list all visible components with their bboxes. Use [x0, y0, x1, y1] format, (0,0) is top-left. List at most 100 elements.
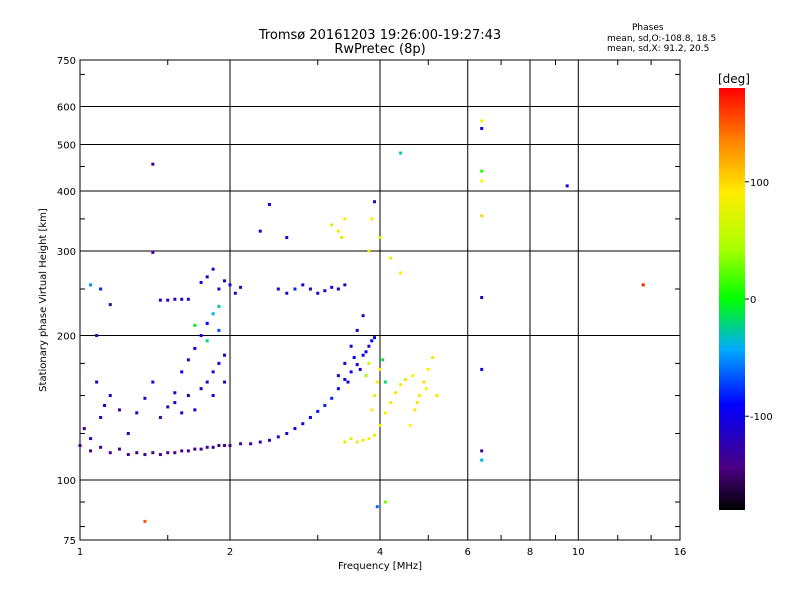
data-point: [370, 408, 374, 412]
data-point: [389, 401, 393, 405]
data-point: [99, 287, 103, 291]
data-point: [367, 344, 371, 348]
data-point: [367, 361, 371, 365]
data-point: [82, 427, 86, 431]
data-point: [217, 287, 221, 291]
data-point: [199, 447, 203, 451]
data-point: [276, 435, 280, 439]
data-point: [239, 442, 243, 446]
data-point: [205, 275, 209, 279]
data-point: [199, 387, 203, 391]
data-point: [399, 383, 403, 387]
data-point: [199, 280, 203, 284]
y-tick-label: 300: [57, 247, 76, 258]
data-point: [293, 287, 297, 291]
data-point: [108, 451, 112, 455]
data-point: [370, 339, 374, 343]
data-point: [480, 179, 484, 183]
data-point: [193, 346, 197, 350]
data-point: [258, 440, 262, 444]
data-point: [431, 355, 435, 359]
colorbar: [719, 88, 745, 510]
colorbar-tick-label: 100: [750, 178, 769, 189]
data-point: [378, 423, 382, 427]
data-point: [426, 367, 430, 371]
data-point: [355, 440, 359, 444]
data-point: [399, 151, 403, 155]
data-point: [424, 387, 428, 391]
data-point: [95, 380, 99, 384]
x-tick-label: 16: [674, 547, 687, 558]
data-point: [422, 380, 426, 384]
data-point: [330, 285, 334, 289]
data-point: [151, 162, 155, 166]
data-point: [180, 297, 184, 301]
data-point: [323, 289, 327, 293]
data-point: [435, 394, 439, 398]
data-point: [108, 394, 112, 398]
data-point: [308, 415, 312, 419]
data-point: [343, 440, 347, 444]
data-point: [223, 279, 227, 283]
data-point: [336, 287, 340, 291]
data-point: [186, 358, 190, 362]
y-tick-label: 600: [57, 103, 76, 114]
data-point: [480, 119, 484, 123]
data-point: [346, 380, 350, 384]
y-tick-label: 750: [57, 56, 76, 67]
data-point: [205, 445, 209, 449]
data-point: [480, 367, 484, 371]
data-point: [285, 236, 289, 240]
data-point: [108, 303, 112, 307]
data-point: [480, 296, 484, 300]
data-point: [228, 283, 232, 287]
data-point: [186, 297, 190, 301]
data-point: [364, 350, 368, 354]
data-point: [158, 415, 162, 419]
data-point: [330, 223, 334, 227]
grid-lines: [79, 60, 681, 540]
data-point: [399, 271, 403, 275]
data-point: [205, 321, 209, 325]
x-tick-label: 2: [227, 547, 233, 558]
data-point: [151, 380, 155, 384]
data-point: [378, 236, 382, 240]
data-point: [343, 217, 347, 221]
data-point: [223, 353, 227, 357]
data-point: [355, 328, 359, 332]
data-point: [249, 442, 253, 446]
data-point: [180, 449, 184, 453]
data-point: [173, 401, 177, 405]
data-point: [166, 405, 170, 409]
data-point: [361, 314, 365, 318]
stats-title: Phases: [632, 23, 664, 33]
data-point: [361, 438, 365, 442]
data-point: [480, 449, 484, 453]
data-point: [316, 409, 320, 413]
data-point: [193, 408, 197, 412]
data-point: [408, 423, 412, 427]
data-point: [403, 377, 407, 381]
x-tick-label: 6: [465, 547, 471, 558]
data-point: [158, 298, 162, 302]
data-point: [143, 519, 147, 523]
chart-subtitle: RwPretec (8p): [334, 42, 426, 57]
data-point: [349, 370, 353, 374]
y-tick-label: 400: [57, 187, 76, 198]
data-point: [158, 453, 162, 457]
data-point: [135, 411, 139, 415]
data-point: [480, 214, 484, 218]
data-point: [355, 363, 359, 367]
data-point: [99, 415, 103, 419]
x-axis-label: Frequency [MHz]: [338, 561, 422, 572]
data-point: [375, 380, 379, 384]
data-point: [316, 291, 320, 295]
data-point: [349, 344, 353, 348]
data-point: [361, 353, 365, 357]
data-point: [199, 334, 203, 338]
y-axis: 75 100 200 300 400 500 600 750: [57, 56, 680, 547]
data-point: [373, 200, 377, 204]
data-point: [173, 391, 177, 395]
data-point: [301, 283, 305, 287]
data-point: [330, 396, 334, 400]
